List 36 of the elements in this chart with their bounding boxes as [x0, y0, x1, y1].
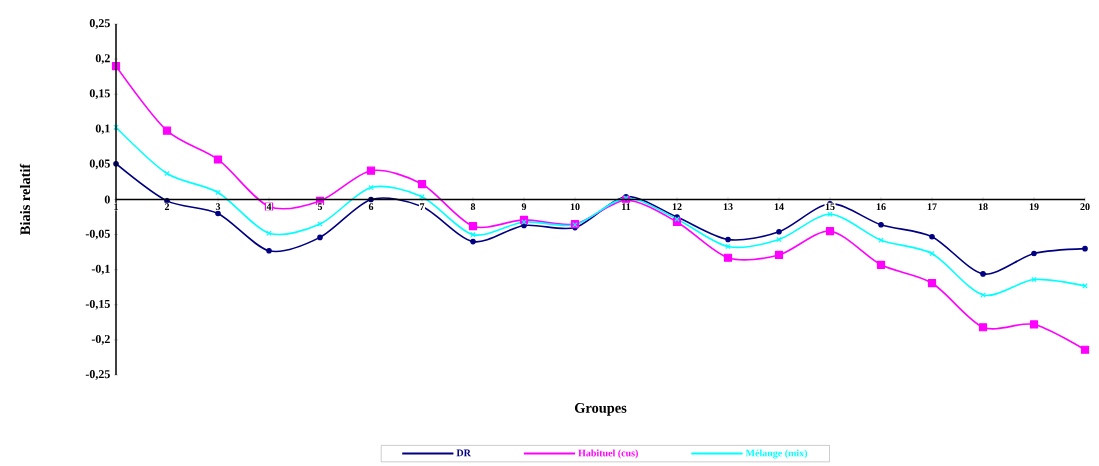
- x-tick-label: 13: [723, 203, 733, 211]
- y-tick-label: -0,1: [91, 264, 110, 275]
- y-axis-title: Biais relatif: [19, 163, 31, 235]
- y-tick-label: 0,1: [95, 124, 110, 135]
- y-tick-label: 0: [104, 195, 110, 204]
- y-tick-label: -0,25: [85, 370, 110, 380]
- text: Mélange (mix): [745, 449, 808, 459]
- y-tick-label: 0,25: [89, 19, 110, 29]
- x-tick-label: 19: [1029, 203, 1039, 211]
- y-tick-label: 0,2: [95, 54, 110, 65]
- x-tick-label: 11: [622, 203, 631, 210]
- y-tick-label: -0,2: [91, 334, 110, 345]
- x-tick-label: 10: [570, 203, 580, 211]
- x-tick-label: 2: [164, 203, 170, 210]
- text: DR: [456, 449, 471, 457]
- text: Habituel (cus): [578, 449, 638, 459]
- x-tick-label: 12: [672, 203, 682, 210]
- x-tick-label: 1: [114, 203, 118, 210]
- y-tick-label: 0,05: [89, 159, 110, 170]
- x-tick-label: 6: [368, 203, 374, 211]
- x-tick-label: 9: [521, 203, 527, 211]
- x-tick-label: 14: [774, 203, 784, 210]
- x-axis-title: Groupes: [574, 403, 627, 416]
- x-tick-label: 18: [978, 203, 988, 211]
- y-tick-label: -0,05: [85, 229, 110, 240]
- y-tick-label: -0,15: [85, 299, 110, 310]
- x-tick-label: 4: [266, 203, 272, 210]
- x-tick-label: 5: [317, 203, 323, 210]
- x-tick-label: 7: [420, 203, 425, 210]
- x-tick-label: 3: [215, 203, 221, 211]
- y-tick-label: 0,15: [89, 89, 110, 100]
- x-tick-label: 20: [1080, 203, 1090, 211]
- x-tick-label: 15: [825, 203, 835, 211]
- x-tick-label: 8: [470, 203, 476, 211]
- x-tick-label: 16: [876, 203, 886, 211]
- x-tick-label: 17: [927, 203, 937, 210]
